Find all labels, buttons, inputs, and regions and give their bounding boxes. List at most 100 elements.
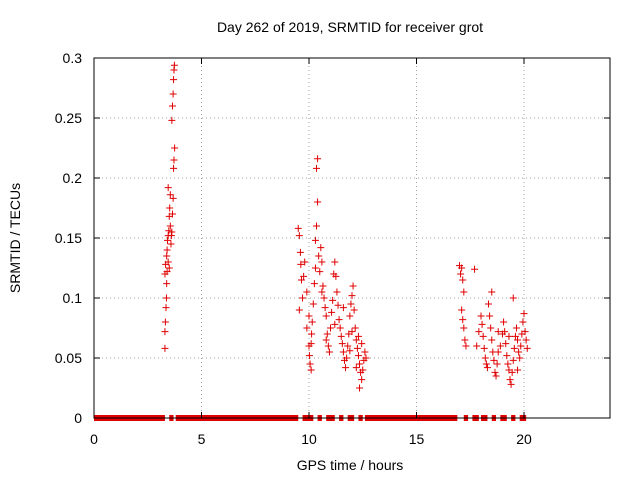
data-point xyxy=(480,344,488,352)
data-point xyxy=(459,316,467,324)
data-point xyxy=(303,324,311,332)
data-point xyxy=(324,342,332,350)
data-point xyxy=(301,258,309,266)
data-point xyxy=(310,280,318,288)
data-point xyxy=(329,296,337,304)
data-point xyxy=(164,184,172,192)
data-point xyxy=(342,364,350,372)
y-tick-label: 0.1 xyxy=(63,290,83,306)
data-point xyxy=(161,318,169,326)
data-point xyxy=(320,294,328,302)
y-tick-label: 0.05 xyxy=(55,350,82,366)
data-point xyxy=(344,342,352,350)
data-point xyxy=(323,330,331,338)
x-tick-label: 20 xyxy=(516,431,532,447)
data-point xyxy=(519,318,527,326)
data-point xyxy=(353,344,361,352)
data-point xyxy=(305,352,313,360)
data-point xyxy=(488,288,496,296)
y-axis-label: SRMTID / TECUs xyxy=(7,183,23,293)
data-point xyxy=(166,191,174,199)
data-point xyxy=(487,324,495,332)
data-point xyxy=(361,348,369,356)
data-point xyxy=(348,292,356,300)
data-point xyxy=(502,340,510,348)
data-point xyxy=(496,342,504,350)
data-point xyxy=(297,260,305,268)
data-point xyxy=(481,354,489,362)
data-point xyxy=(337,332,345,340)
y-tick-label: 0.25 xyxy=(55,110,82,126)
data-point xyxy=(457,270,465,278)
data-point xyxy=(477,312,485,320)
data-point xyxy=(308,318,316,326)
data-point xyxy=(520,310,528,318)
data-point xyxy=(515,348,523,356)
data-point xyxy=(358,376,366,384)
data-point xyxy=(343,354,351,362)
data-point xyxy=(311,236,319,244)
data-point xyxy=(305,312,313,320)
data-point xyxy=(479,332,487,340)
data-point xyxy=(339,304,347,312)
data-point xyxy=(504,360,512,368)
data-point xyxy=(352,364,360,372)
data-point xyxy=(166,204,174,212)
data-points xyxy=(161,61,531,392)
data-point xyxy=(165,227,173,235)
data-point xyxy=(505,332,513,340)
data-point xyxy=(313,164,321,172)
data-point xyxy=(362,354,370,362)
data-point xyxy=(522,336,530,344)
data-point xyxy=(170,164,178,172)
x-tick-label: 5 xyxy=(198,431,206,447)
data-point xyxy=(486,312,494,320)
data-point xyxy=(351,324,359,332)
data-point xyxy=(327,324,334,332)
data-point xyxy=(460,324,468,332)
data-point xyxy=(483,364,491,372)
data-point xyxy=(165,264,173,272)
data-point xyxy=(307,340,315,348)
data-point xyxy=(517,342,525,350)
data-point xyxy=(492,372,500,380)
data-point xyxy=(462,342,470,350)
data-point xyxy=(307,366,315,374)
data-point xyxy=(328,308,336,316)
data-point xyxy=(359,366,367,374)
data-point xyxy=(295,232,303,240)
data-point xyxy=(512,324,520,332)
y-tick-label: 0.3 xyxy=(63,50,83,66)
data-point xyxy=(170,156,178,164)
data-point xyxy=(167,240,175,248)
chart-title: Day 262 of 2019, SRMTID for receiver gro… xyxy=(217,19,483,35)
data-point xyxy=(162,304,170,312)
data-point xyxy=(314,155,322,163)
x-tick-label: 0 xyxy=(90,431,98,447)
data-point xyxy=(170,61,178,69)
data-point xyxy=(478,320,486,328)
data-point xyxy=(354,332,362,340)
data-point xyxy=(296,248,304,256)
y-tick-label: 0.2 xyxy=(63,170,83,186)
data-point xyxy=(494,348,502,356)
data-point xyxy=(358,340,366,348)
data-point xyxy=(161,328,169,336)
data-point xyxy=(168,228,176,236)
data-point xyxy=(313,222,321,230)
data-point xyxy=(491,368,499,376)
data-point xyxy=(339,348,347,356)
data-point xyxy=(166,222,174,230)
data-point xyxy=(349,282,357,290)
data-point xyxy=(521,328,529,336)
data-point xyxy=(168,116,176,124)
x-tick-label: 10 xyxy=(301,431,317,447)
x-axis-label: GPS time / hours xyxy=(297,457,404,473)
data-point xyxy=(163,246,171,254)
data-point xyxy=(347,300,355,308)
data-point xyxy=(346,347,354,355)
data-point xyxy=(297,276,305,284)
data-point xyxy=(494,328,502,336)
data-point xyxy=(322,336,330,344)
